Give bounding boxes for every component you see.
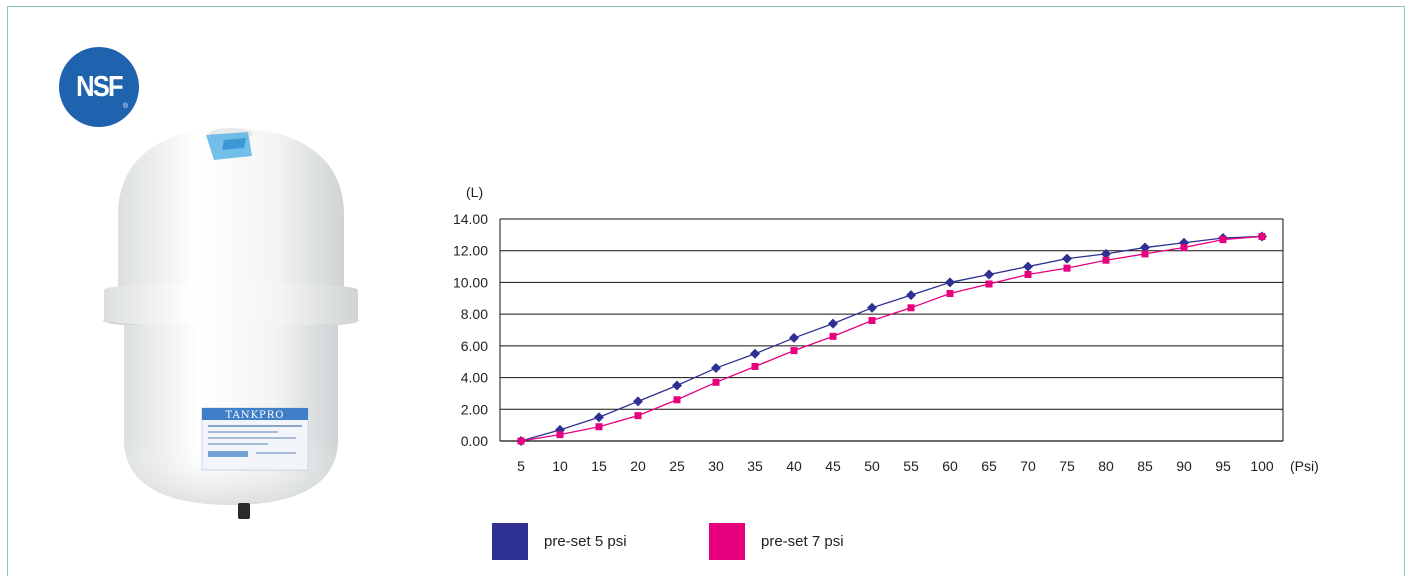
data-point-preset-5 <box>672 380 682 391</box>
data-point-preset-5 <box>867 302 877 313</box>
data-point-preset-7 <box>517 437 525 445</box>
data-point-preset-5 <box>789 332 799 343</box>
x-tick-label: 50 <box>864 458 880 474</box>
data-point-preset-7 <box>1258 232 1266 240</box>
x-tick-label: 55 <box>903 458 919 474</box>
data-point-preset-7 <box>712 378 720 386</box>
y-tick-label: 8.00 <box>461 306 488 322</box>
tank-brand-label: TANKPRO <box>225 410 284 421</box>
data-point-preset-5 <box>906 290 916 301</box>
data-point-preset-5 <box>984 269 994 280</box>
data-point-preset-5 <box>1101 248 1111 259</box>
data-point-preset-7 <box>985 280 993 288</box>
data-point-preset-5 <box>750 348 760 359</box>
data-point-preset-7 <box>1063 264 1071 272</box>
x-tick-label: 70 <box>1020 458 1036 474</box>
x-tick-label: 80 <box>1098 458 1114 474</box>
x-tick-label: 5 <box>517 458 525 474</box>
x-axis-unit: (Psi) <box>1290 458 1319 474</box>
data-point-preset-5 <box>594 412 604 423</box>
data-point-preset-5 <box>945 277 955 288</box>
x-tick-label: 45 <box>825 458 841 474</box>
y-tick-label: 14.00 <box>453 211 488 227</box>
y-tick-label: 2.00 <box>461 401 488 417</box>
x-tick-label: 75 <box>1059 458 1075 474</box>
y-axis-label: (L) <box>466 184 483 200</box>
data-point-preset-7 <box>1180 244 1188 252</box>
data-point-preset-7 <box>1141 250 1149 258</box>
data-point-preset-7 <box>595 423 603 431</box>
data-point-preset-7 <box>634 412 642 420</box>
series-line-preset-5 <box>520 235 1263 442</box>
x-tick-label: 25 <box>669 458 685 474</box>
x-tick-label: 65 <box>981 458 997 474</box>
y-tick-label: 6.00 <box>461 338 488 354</box>
data-point-preset-7 <box>946 290 954 298</box>
data-point-preset-5 <box>1140 242 1150 253</box>
x-tick-label: 60 <box>942 458 958 474</box>
data-point-preset-5 <box>633 396 643 407</box>
data-point-preset-7 <box>673 396 681 404</box>
x-tick-label: 85 <box>1137 458 1153 474</box>
data-point-preset-7 <box>829 332 837 340</box>
data-point-preset-7 <box>868 316 876 324</box>
data-point-preset-7 <box>556 431 564 439</box>
x-tick-label: 90 <box>1176 458 1192 474</box>
x-tick-label: 30 <box>708 458 724 474</box>
data-point-preset-5 <box>1062 253 1072 264</box>
x-tick-label: 40 <box>786 458 802 474</box>
y-tick-label: 12.00 <box>453 243 488 259</box>
data-point-preset-7 <box>1102 256 1110 264</box>
data-point-preset-7 <box>1219 236 1227 244</box>
data-point-preset-5 <box>828 318 838 329</box>
series-line-preset-7 <box>520 235 1263 442</box>
legend-item-preset-5: pre-set 5 psi <box>492 523 627 560</box>
legend-label-preset-5: pre-set 5 psi <box>544 533 627 550</box>
x-tick-label: 15 <box>591 458 607 474</box>
x-tick-label: 10 <box>552 458 568 474</box>
legend-swatch-preset-7 <box>709 523 745 560</box>
nsf-logo-text: NSF <box>76 70 124 103</box>
data-point-preset-5 <box>1023 261 1033 272</box>
data-point-preset-7 <box>1024 271 1032 278</box>
y-tick-label: 0.00 <box>461 433 488 449</box>
data-point-preset-7 <box>790 347 798 355</box>
legend-item-preset-7: pre-set 7 psi <box>709 523 844 560</box>
data-point-preset-7 <box>907 304 915 312</box>
content-frame <box>7 6 1405 576</box>
x-tick-label: 100 <box>1250 458 1274 474</box>
registered-mark: ® <box>122 103 128 110</box>
pressure-tank-image: TANKPRO <box>103 128 359 519</box>
nsf-logo: NSF ® <box>59 47 139 127</box>
y-tick-label: 4.00 <box>461 370 488 386</box>
data-point-preset-5 <box>711 363 721 374</box>
data-point-preset-7 <box>751 362 759 370</box>
legend-label-preset-7: pre-set 7 psi <box>761 533 844 550</box>
y-tick-label: 10.00 <box>453 274 488 290</box>
x-tick-label: 20 <box>630 458 646 474</box>
legend-swatch-preset-5 <box>492 523 528 560</box>
x-tick-label: 95 <box>1215 458 1231 474</box>
x-tick-label: 35 <box>747 458 763 474</box>
